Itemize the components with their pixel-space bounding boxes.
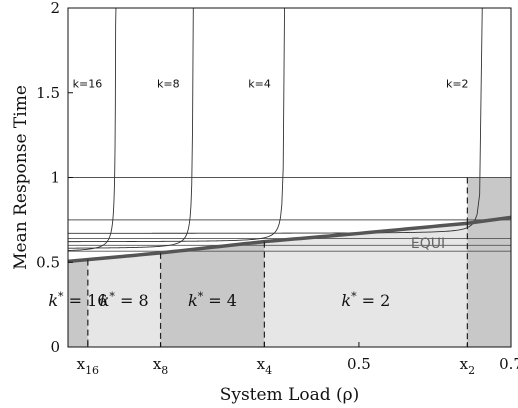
region-label: k* = 2 (341, 290, 390, 310)
equi-series (67, 215, 512, 264)
x-tick-label: x16 (77, 355, 99, 377)
region-dividers (87, 177, 468, 347)
x-axis-label: System Load (ρ) (220, 385, 360, 405)
region-shade (160, 241, 265, 347)
k-curves (67, 7, 483, 251)
y-tick-label: 0 (50, 338, 60, 356)
k-curve-8 (68, 7, 194, 249)
k-curve-label: k=2 (446, 78, 469, 91)
x-tick-label: x8 (153, 355, 168, 377)
y-tick-label: 1 (50, 169, 60, 187)
x-tick-label: 0.7 (499, 355, 518, 373)
k-curve-label: k=16 (73, 78, 103, 91)
k-curve-label: k=8 (157, 78, 180, 91)
region-shade (264, 223, 468, 347)
region-shading (68, 177, 511, 347)
region-label: k* = 16 (48, 290, 107, 310)
region-label: k* = 8 (100, 290, 149, 310)
x-tick-label: 0.5 (347, 355, 371, 373)
y-axis-label: Mean Response Time (11, 85, 31, 270)
equi-line (67, 215, 512, 264)
axes: 0 0.5 1 1.5 2 x16 x8 x4 0.5 x2 0.7 (36, 0, 518, 377)
y-tick-label: 2 (50, 0, 60, 17)
y-tick-label: 1.5 (36, 84, 60, 102)
k-curve-4 (67, 7, 285, 243)
region-shade (87, 252, 161, 347)
region-label: k* = 4 (188, 290, 237, 310)
k-curve-16 (67, 7, 117, 251)
k-curve-2 (68, 7, 483, 234)
equi-label: EQUI (411, 236, 445, 252)
region-shade (68, 259, 88, 347)
k-curve-label: k=4 (248, 78, 271, 91)
y-tick-label: 0.5 (36, 253, 60, 271)
labels: System Load (ρ) Mean Response Time k=16 k=8… (11, 78, 469, 405)
x-tick-label: x2 (460, 355, 475, 377)
x-tick-label: x4 (257, 355, 272, 377)
region-shade (467, 177, 511, 347)
